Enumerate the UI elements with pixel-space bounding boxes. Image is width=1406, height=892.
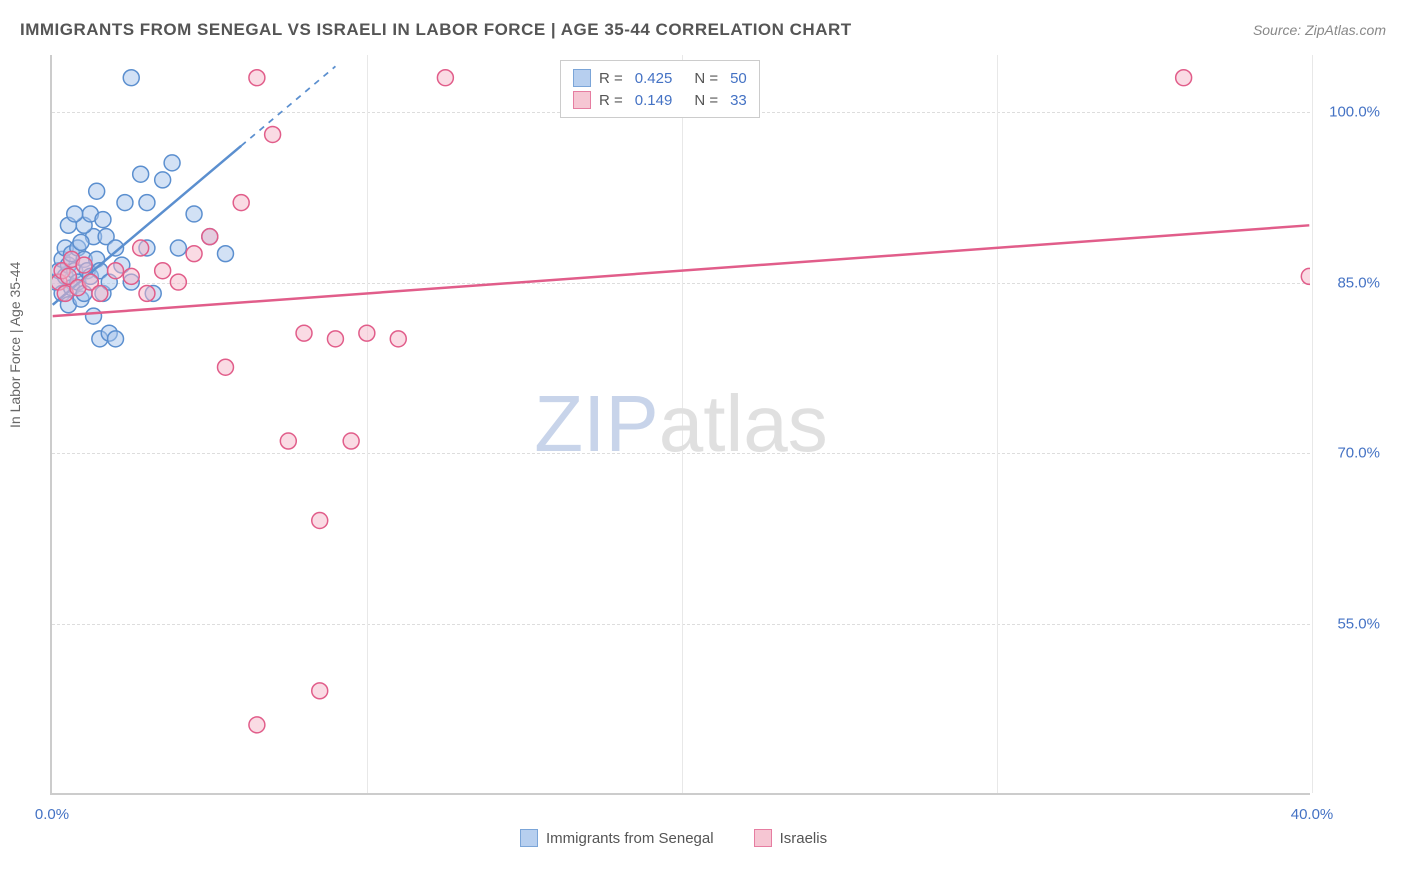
legend-n-label: N = — [694, 70, 718, 87]
legend-item: Immigrants from Senegal — [520, 829, 714, 847]
legend-row: R = 0.149 N = 33 — [573, 89, 747, 111]
data-point — [73, 234, 89, 250]
data-point — [92, 285, 108, 301]
correlation-legend: R = 0.425 N = 50 R = 0.149 N = 33 — [560, 60, 760, 118]
plot-area: ZIPatlas 55.0%70.0%85.0%100.0%0.0%40.0% — [50, 55, 1310, 795]
data-point — [280, 433, 296, 449]
data-point — [89, 183, 105, 199]
data-point — [327, 331, 343, 347]
data-point — [218, 359, 234, 375]
data-point — [359, 325, 375, 341]
data-point — [233, 195, 249, 211]
legend-swatch — [573, 69, 591, 87]
data-point — [186, 246, 202, 262]
data-point — [218, 246, 234, 262]
data-point — [155, 263, 171, 279]
xtick-label: 40.0% — [1291, 806, 1334, 823]
ytick-label: 70.0% — [1320, 445, 1380, 462]
data-point — [67, 206, 83, 222]
scatter-svg — [52, 55, 1310, 793]
data-point — [170, 240, 186, 256]
data-point — [437, 70, 453, 86]
data-point — [249, 70, 265, 86]
data-point — [133, 166, 149, 182]
legend-item: Israelis — [754, 829, 828, 847]
legend-swatch — [573, 91, 591, 109]
data-point — [95, 212, 111, 228]
data-point — [123, 70, 139, 86]
trend-line — [53, 225, 1310, 316]
data-point — [108, 263, 124, 279]
data-point — [186, 206, 202, 222]
chart-title: IMMIGRANTS FROM SENEGAL VS ISRAELI IN LA… — [20, 20, 852, 40]
data-point — [1301, 268, 1310, 284]
data-point — [312, 513, 328, 529]
data-point — [108, 331, 124, 347]
data-point — [390, 331, 406, 347]
gridline-v — [1312, 55, 1313, 793]
data-point — [86, 308, 102, 324]
legend-r-label: R = — [599, 70, 623, 87]
data-point — [76, 257, 92, 273]
data-point — [117, 195, 133, 211]
data-point — [343, 433, 359, 449]
ytick-label: 85.0% — [1320, 274, 1380, 291]
legend-row: R = 0.425 N = 50 — [573, 67, 747, 89]
xtick-label: 0.0% — [35, 806, 69, 823]
series-legend: Immigrants from Senegal Israelis — [520, 829, 827, 847]
ytick-label: 100.0% — [1320, 103, 1380, 120]
source-label: Source: ZipAtlas.com — [1253, 22, 1386, 38]
data-point — [139, 195, 155, 211]
legend-swatch — [754, 829, 772, 847]
data-point — [296, 325, 312, 341]
legend-swatch — [520, 829, 538, 847]
data-point — [139, 285, 155, 301]
data-point — [249, 717, 265, 733]
legend-n-label: N = — [694, 92, 718, 109]
legend-n-value: 50 — [730, 70, 747, 87]
title-bar: IMMIGRANTS FROM SENEGAL VS ISRAELI IN LA… — [20, 20, 1386, 40]
ytick-label: 55.0% — [1320, 616, 1380, 633]
data-point — [123, 268, 139, 284]
legend-label: Israelis — [780, 830, 828, 847]
y-axis-label: In Labor Force | Age 35-44 — [7, 262, 23, 428]
data-point — [133, 240, 149, 256]
legend-n-value: 33 — [730, 92, 747, 109]
data-point — [170, 274, 186, 290]
data-point — [312, 683, 328, 699]
legend-label: Immigrants from Senegal — [546, 830, 714, 847]
data-point — [1176, 70, 1192, 86]
data-point — [265, 126, 281, 142]
data-point — [164, 155, 180, 171]
legend-r-value: 0.149 — [635, 92, 673, 109]
legend-r-label: R = — [599, 92, 623, 109]
data-point — [202, 229, 218, 245]
legend-r-value: 0.425 — [635, 70, 673, 87]
data-point — [155, 172, 171, 188]
